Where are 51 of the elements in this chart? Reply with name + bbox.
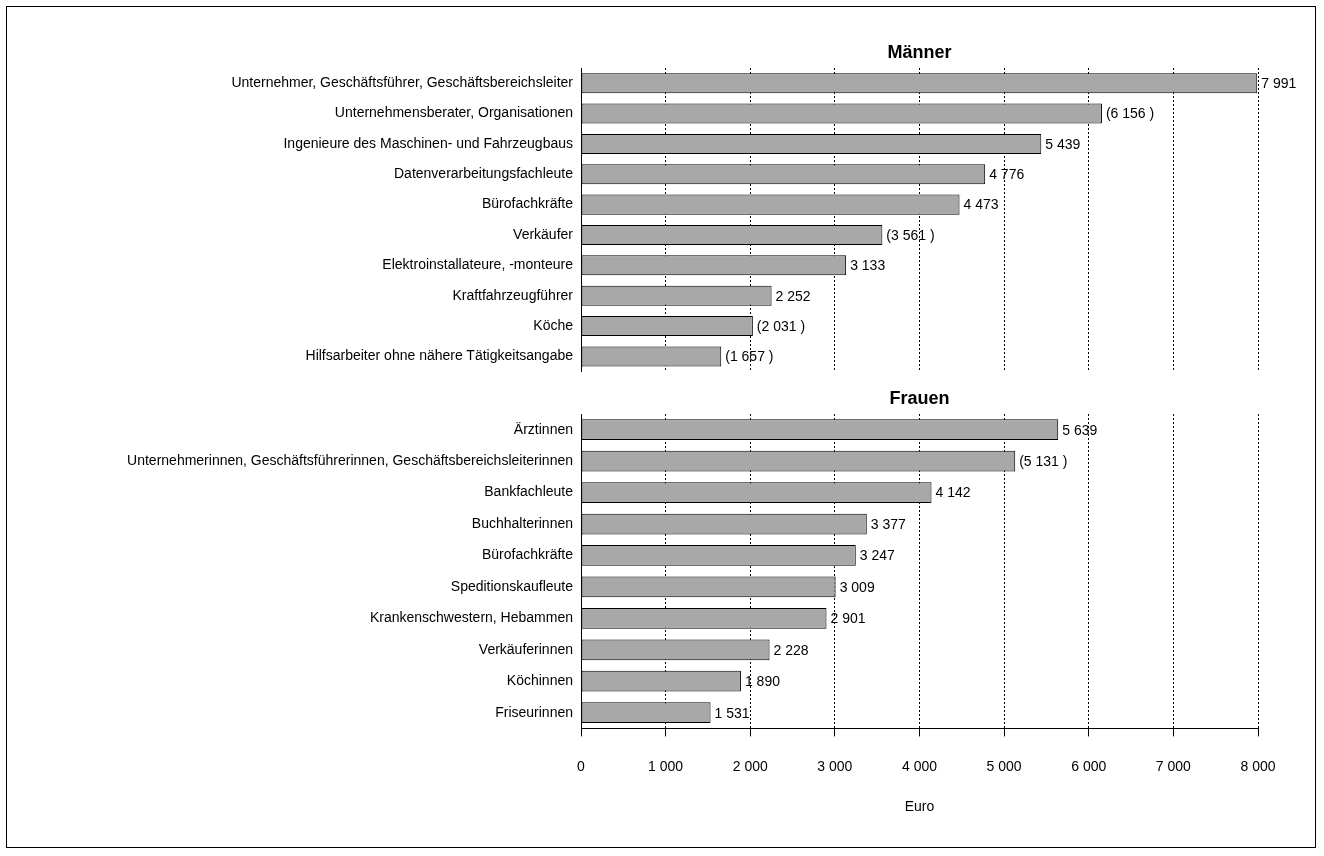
data-label: 3 247 [859, 547, 896, 564]
data-label: (2 031 ) [756, 317, 806, 334]
x-tick-label: 2 000 [732, 757, 768, 774]
y-tick-label: Kraftfahrzeugführer [452, 286, 574, 303]
data-label: (3 561 ) [886, 226, 935, 243]
data-label: 1 531 [714, 704, 750, 721]
data-label: 3 133 [850, 257, 886, 274]
y-tick-label: Speditionskaufleute [450, 577, 574, 594]
data-label: 7 991 [1261, 75, 1297, 92]
data-label: 2 252 [775, 287, 811, 304]
chart-title: Frauen [889, 387, 950, 408]
x-tick-label: 3 000 [817, 757, 853, 774]
data-label: 3 377 [870, 515, 907, 532]
y-tick-label: Ärztinnen [513, 420, 573, 437]
data-label: 4 142 [935, 484, 971, 501]
x-tick-label: 0 [577, 757, 586, 774]
y-tick-label: Unternehmer, Geschäftsführer, Geschäftsbereichsleiter [231, 74, 574, 91]
y-tick-label: Köchinnen [506, 672, 573, 689]
y-tick-label: Datenverarbeitungsfachleute [393, 165, 574, 182]
data-label: 1 890 [744, 673, 781, 690]
chart-title: Männer [887, 41, 952, 62]
data-label: 4 473 [963, 196, 999, 213]
data-label: 3 009 [839, 578, 875, 595]
y-tick-label: Bürofachkräfte [481, 195, 574, 212]
y-tick-label: Friseurinnen [495, 703, 573, 720]
data-label: (6 156 ) [1105, 105, 1155, 122]
y-tick-label: Bürofachkräfte [481, 546, 574, 563]
y-tick-label: Verkäufer [513, 225, 574, 242]
data-label: 5 639 [1062, 421, 1098, 438]
data-label: 5 439 [1045, 135, 1081, 152]
data-label: 4 776 [989, 166, 1025, 183]
y-tick-label: Bankfachleute [484, 483, 574, 500]
x-tick-label: 1 000 [648, 757, 684, 774]
y-tick-label: Unternehmerinnen, Geschäftsführerinnen, Geschäftsbereichsleiterinnen [127, 452, 573, 469]
x-tick-label: 5 000 [986, 757, 1022, 774]
y-tick-label: Unternehmensberater, Organisationen [334, 104, 573, 121]
data-label: (5 131 ) [1019, 453, 1068, 470]
y-tick-label: Hilfsarbeiter ohne nähere Tätigkeitsangabe [305, 347, 574, 364]
x-axis-title: Euro [904, 798, 935, 815]
data-label: 2 228 [773, 641, 809, 658]
x-tick-label: 4 000 [901, 757, 938, 774]
x-tick-label: 7 000 [1155, 757, 1192, 774]
y-tick-label: Köche [533, 316, 574, 333]
y-tick-label: Elektroinstallateure, -monteure [382, 256, 574, 273]
y-tick-label: Krankenschwestern, Hebammen [369, 609, 573, 626]
data-label: (1 657 ) [725, 348, 774, 365]
x-tick-label: 8 000 [1240, 757, 1276, 774]
y-tick-label: Verkäuferinnen [478, 640, 573, 657]
y-tick-label: Ingenieure des Maschinen- und Fahrzeugbaus [283, 134, 573, 151]
x-tick-label: 6 000 [1071, 757, 1107, 774]
y-tick-label: Buchhalterinnen [471, 514, 573, 531]
